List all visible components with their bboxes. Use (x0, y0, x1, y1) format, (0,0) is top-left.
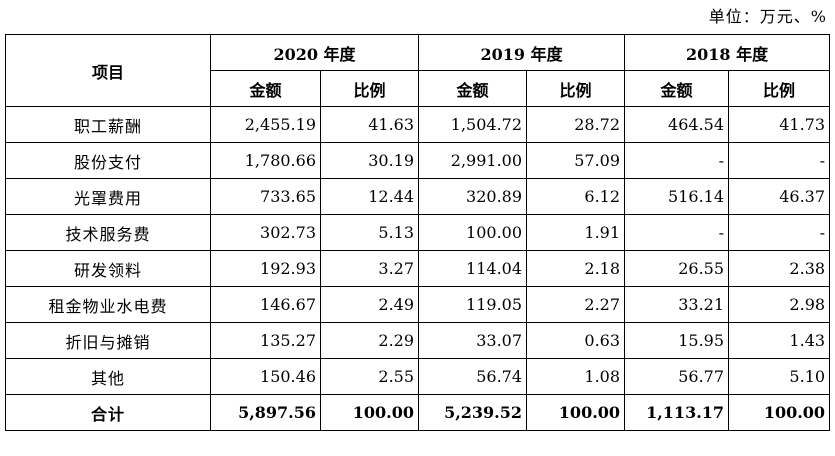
table-body: 职工薪酬 2,455.19 41.63 1,504.72 28.72 464.5… (5, 106, 831, 431)
cell-value: 2.49 (319, 286, 420, 323)
total-value: 1,113.17 (624, 394, 730, 431)
cell-value: 100.00 (418, 214, 528, 251)
total-value: 100.00 (526, 394, 626, 431)
header-amount: 金额 (210, 70, 321, 107)
header-amount: 金额 (418, 70, 528, 107)
header-ratio: 比例 (728, 70, 831, 107)
cell-value: 2,991.00 (418, 142, 528, 179)
cell-value: - (624, 142, 730, 179)
cell-value: 6.12 (526, 178, 626, 215)
header-ratio: 比例 (526, 70, 626, 107)
cell-value: 516.14 (624, 178, 730, 215)
header-ratio: 比例 (319, 70, 420, 107)
cell-value: 192.93 (210, 250, 321, 287)
cell-value: 41.73 (728, 106, 831, 143)
table-row: 光罩费用 733.65 12.44 320.89 6.12 516.14 46.… (5, 178, 831, 215)
cell-value: 2.18 (526, 250, 626, 287)
cell-value: 119.05 (418, 286, 528, 323)
cell-value: 2.55 (319, 358, 420, 395)
cell-value: 56.74 (418, 358, 528, 395)
cell-value: 302.73 (210, 214, 321, 251)
cell-value: 464.54 (624, 106, 730, 143)
table-row: 职工薪酬 2,455.19 41.63 1,504.72 28.72 464.5… (5, 106, 831, 143)
total-row: 合计 5,897.56 100.00 5,239.52 100.00 1,113… (5, 394, 831, 431)
table-row: 租金物业水电费 146.67 2.49 119.05 2.27 33.21 2.… (5, 286, 831, 323)
cell-value: 57.09 (526, 142, 626, 179)
cell-value: 2,455.19 (210, 106, 321, 143)
total-value: 100.00 (728, 394, 831, 431)
cell-value: 150.46 (210, 358, 321, 395)
cell-value: 5.10 (728, 358, 831, 395)
header-year-2019: 2019 年度 (418, 34, 626, 71)
cell-value: 1.43 (728, 322, 831, 359)
cell-value: 46.37 (728, 178, 831, 215)
cell-value: 26.55 (624, 250, 730, 287)
unit-note: 单位：万元、% (708, 7, 827, 26)
cell-value: 2.27 (526, 286, 626, 323)
cell-value: 146.67 (210, 286, 321, 323)
cell-value: 1,780.66 (210, 142, 321, 179)
cell-value: 56.77 (624, 358, 730, 395)
cell-value: 1.08 (526, 358, 626, 395)
cell-value: 33.21 (624, 286, 730, 323)
table-row: 研发领料 192.93 3.27 114.04 2.18 26.55 2.38 (5, 250, 831, 287)
total-value: 5,239.52 (418, 394, 528, 431)
total-value: 100.00 (319, 394, 420, 431)
cell-value: 41.63 (319, 106, 420, 143)
cell-value: 5.13 (319, 214, 420, 251)
cell-value: - (728, 142, 831, 179)
header-year-2018: 2018 年度 (624, 34, 831, 71)
row-label: 其他 (5, 358, 211, 395)
cell-value: 1.91 (526, 214, 626, 251)
total-label: 合计 (5, 394, 211, 431)
row-label: 租金物业水电费 (5, 286, 211, 323)
cell-value: 0.63 (526, 322, 626, 359)
row-label: 技术服务费 (5, 214, 211, 251)
cell-value: 15.95 (624, 322, 730, 359)
cell-value: - (728, 214, 831, 251)
table-row: 其他 150.46 2.55 56.74 1.08 56.77 5.10 (5, 358, 831, 395)
cell-value: - (624, 214, 730, 251)
table-row: 折旧与摊销 135.27 2.29 33.07 0.63 15.95 1.43 (5, 322, 831, 359)
cell-value: 2.38 (728, 250, 831, 287)
cell-value: 33.07 (418, 322, 528, 359)
cell-value: 30.19 (319, 142, 420, 179)
table-row: 股份支付 1,780.66 30.19 2,991.00 57.09 - - (5, 142, 831, 179)
row-label: 职工薪酬 (5, 106, 211, 143)
rd-expense-table: 项目 2020 年度 2019 年度 2018 年度 金额 比例 金额 比例 金… (5, 34, 831, 431)
cell-value: 135.27 (210, 322, 321, 359)
cell-value: 114.04 (418, 250, 528, 287)
header-year-2020: 2020 年度 (209, 34, 420, 71)
row-label: 股份支付 (5, 142, 211, 179)
cell-value: 733.65 (210, 178, 321, 215)
table-row: 技术服务费 302.73 5.13 100.00 1.91 - - (5, 214, 831, 251)
cell-value: 2.98 (728, 286, 831, 323)
cell-value: 2.29 (319, 322, 420, 359)
total-value: 5,897.56 (210, 394, 321, 431)
cell-value: 12.44 (319, 178, 420, 215)
row-label: 折旧与摊销 (5, 322, 211, 359)
header-item: 项目 (5, 34, 211, 107)
row-label: 光罩费用 (5, 178, 211, 215)
cell-value: 1,504.72 (418, 106, 528, 143)
row-label: 研发领料 (5, 250, 211, 287)
cell-value: 28.72 (526, 106, 626, 143)
cell-value: 3.27 (319, 250, 420, 287)
header-amount: 金额 (624, 70, 730, 107)
cell-value: 320.89 (418, 178, 528, 215)
